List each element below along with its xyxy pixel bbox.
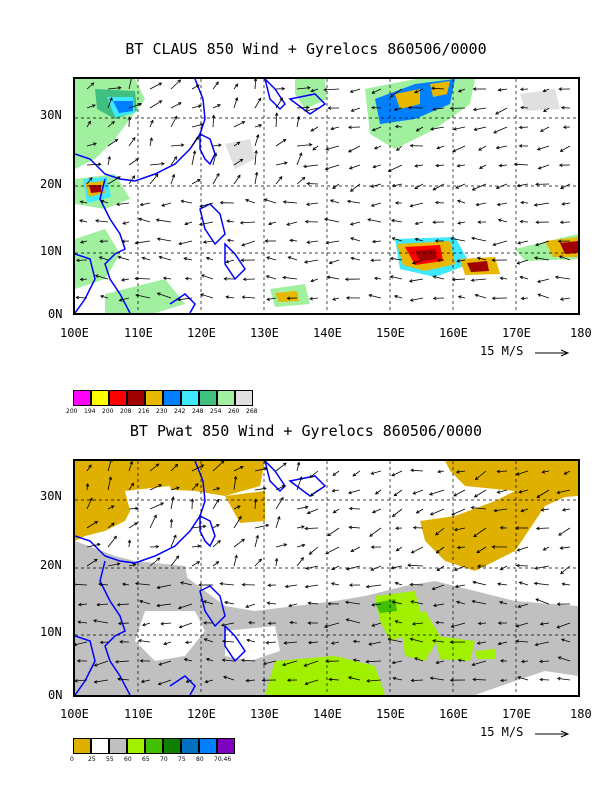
- colorbar-label: 200: [102, 408, 114, 415]
- panel2-lon-180: 180: [570, 707, 592, 721]
- panel1-lon-130e: 130E: [250, 326, 279, 340]
- panel1-lat-10n: 10N: [40, 244, 62, 258]
- colorbar-label: 248: [192, 408, 204, 415]
- colorbar-label: 216: [138, 408, 150, 415]
- panel1-colorbar-labels: 200 194 200 208 216 230 242 248 254 260 268: [66, 408, 266, 418]
- panel1-map: [73, 77, 580, 315]
- panel1-lon-140e: 140E: [313, 326, 342, 340]
- panel1-lon-110e: 110E: [124, 326, 153, 340]
- colorbar-label: 208: [120, 408, 132, 415]
- lat-lon-grid: [75, 461, 578, 695]
- colorbar-swatch: [91, 390, 109, 406]
- panel1-lat-0n: 0N: [48, 307, 63, 321]
- colorbar-swatch: [163, 390, 181, 406]
- wind-vectors: [75, 79, 571, 302]
- panel2-map: [73, 459, 580, 697]
- colorbar-swatch: [199, 390, 217, 406]
- panel2-colorbar: [73, 738, 235, 754]
- colorbar-label: 200: [66, 408, 78, 415]
- panel2-ref-vector-label: 15 M/S: [480, 725, 524, 739]
- panel1-lat-20n: 20N: [40, 177, 62, 191]
- pwat-field: [75, 461, 578, 695]
- panel2-lon-140e: 140E: [313, 707, 342, 721]
- colorbar-swatch: [217, 738, 235, 754]
- colorbar-label: 194: [84, 408, 96, 415]
- colorbar-label: 230: [156, 408, 168, 415]
- panel2-lat-10n: 10N: [40, 625, 62, 639]
- colorbar-swatch: [181, 738, 199, 754]
- panel2-lon-100e: 100E: [60, 707, 89, 721]
- panel2-lon-110e: 110E: [124, 707, 153, 721]
- panel2-lon-160e: 160E: [439, 707, 468, 721]
- colorbar-swatch: [91, 738, 109, 754]
- panel2-lon-120e: 120E: [187, 707, 216, 721]
- colorbar-label: 268: [246, 408, 258, 415]
- wind-vectors: [75, 461, 571, 686]
- colorbar-label: 25: [88, 756, 96, 763]
- colorbar-swatch: [127, 390, 145, 406]
- panel2-lat-30n: 30N: [40, 489, 62, 503]
- panel1-lon-170e: 170E: [502, 326, 531, 340]
- colorbar-swatch: [73, 390, 91, 406]
- colorbar-swatch: [217, 390, 235, 406]
- colorbar-swatch: [73, 738, 91, 754]
- panel2-title: BT Pwat 850 Wind + Gyrelocs 860506/0000: [129, 422, 483, 440]
- panel2-lat-20n: 20N: [40, 558, 62, 572]
- panel1-lon-150e: 150E: [376, 326, 405, 340]
- panel1-ref-vector-label: 15 M/S: [480, 344, 524, 358]
- colorbar-label: 70: [160, 756, 168, 763]
- colorbar-swatch: [127, 738, 145, 754]
- panel2-ref-arrow: [535, 730, 570, 738]
- colorbar-swatch: [199, 738, 217, 754]
- panel2-colorbar-labels: 0 25 55 60 65 70 75 80 70.46: [70, 756, 270, 766]
- panel1-lon-160e: 160E: [439, 326, 468, 340]
- colorbar-swatch: [235, 390, 253, 406]
- colorbar-swatch: [109, 390, 127, 406]
- panel1-colorbar: [73, 390, 253, 406]
- colorbar-label: 60: [124, 756, 132, 763]
- colorbar-label: 242: [174, 408, 186, 415]
- colorbar-label: 70.46: [214, 756, 232, 763]
- colorbar-swatch: [181, 390, 199, 406]
- colorbar-swatch: [145, 738, 163, 754]
- panel1-lon-120e: 120E: [187, 326, 216, 340]
- panel2-lon-150e: 150E: [376, 707, 405, 721]
- colorbar-label: 80: [196, 756, 204, 763]
- colorbar-swatch: [163, 738, 181, 754]
- colorbar-swatch: [145, 390, 163, 406]
- cloud-field: [75, 79, 578, 313]
- lat-lon-grid: [75, 79, 578, 313]
- panel1-lon-180: 180: [570, 326, 592, 340]
- panel2-lat-0n: 0N: [48, 688, 63, 702]
- panel1-ref-arrow: [535, 349, 570, 357]
- colorbar-swatch: [109, 738, 127, 754]
- panel2-lon-170e: 170E: [502, 707, 531, 721]
- panel2-lon-130e: 130E: [250, 707, 279, 721]
- panel1-title: BT CLAUS 850 Wind + Gyrelocs 860506/0000: [125, 40, 487, 58]
- colorbar-label: 254: [210, 408, 222, 415]
- colorbar-label: 75: [178, 756, 186, 763]
- colorbar-label: 260: [228, 408, 240, 415]
- panel1-lat-30n: 30N: [40, 108, 62, 122]
- colorbar-label: 55: [106, 756, 114, 763]
- colorbar-label: 65: [142, 756, 150, 763]
- coastlines: [75, 79, 327, 313]
- panel1-lon-100e: 100E: [60, 326, 89, 340]
- colorbar-label: 0: [70, 756, 74, 763]
